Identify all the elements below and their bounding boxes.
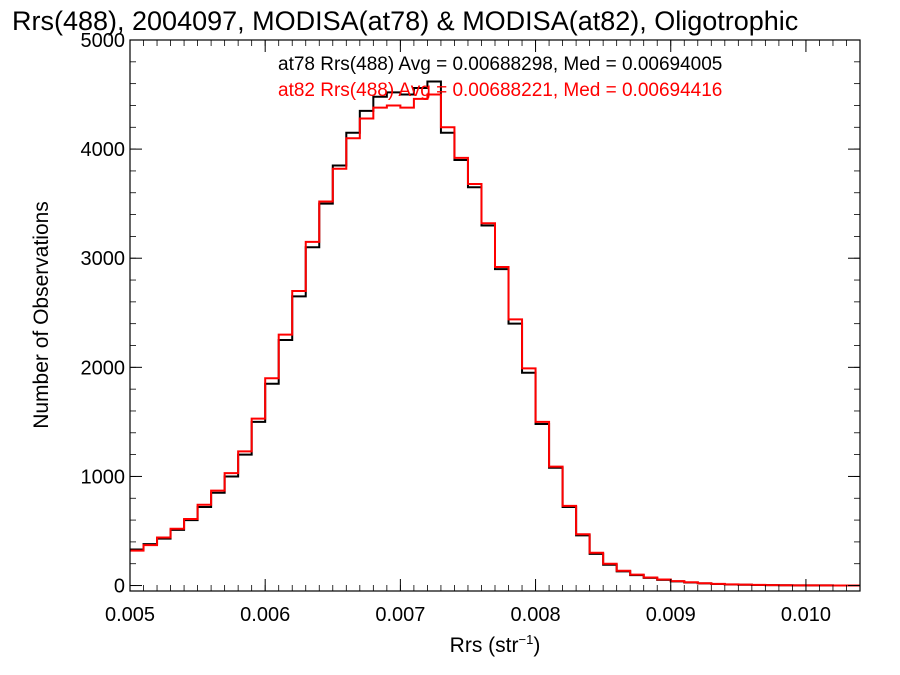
annotation-at82: at82 Rrs(488) Avg = 0.00688221, Med = 0.… <box>278 80 722 101</box>
y-axis: 0 1000 2000 3000 4000 5000 <box>81 30 860 598</box>
x-tick-label: 0.005 <box>105 604 155 626</box>
annotation-at78: at78 Rrs(488) Avg = 0.00688298, Med = 0.… <box>278 54 722 75</box>
x-tick-label: 0.009 <box>646 604 696 626</box>
x-axis-label: Rrs (str−1) <box>450 632 541 657</box>
x-tick-label: 0.008 <box>511 604 561 626</box>
x-tick-label: 0.007 <box>375 604 425 626</box>
x-axis: 0.005 0.006 0.007 0.008 0.009 0.010 <box>105 40 861 626</box>
y-tick-label: 3000 <box>81 248 126 270</box>
y-tick-label: 0 <box>114 576 125 598</box>
x-tick-label: 0.010 <box>781 604 831 626</box>
y-axis-label: Number of Observations <box>30 201 53 429</box>
chart-title: Rrs(488), 2004097, MODISA(at78) & MODISA… <box>12 6 798 36</box>
y-tick-label: 5000 <box>81 30 126 52</box>
plot-frame <box>129 39 861 592</box>
y-tick-label: 2000 <box>81 357 126 379</box>
y-tick-label: 1000 <box>81 466 126 488</box>
series-line-0 <box>130 80 860 587</box>
y-tick-label: 4000 <box>81 139 126 161</box>
plot-area <box>130 80 860 587</box>
series-line-1 <box>130 93 860 587</box>
x-tick-label: 0.006 <box>240 604 290 626</box>
